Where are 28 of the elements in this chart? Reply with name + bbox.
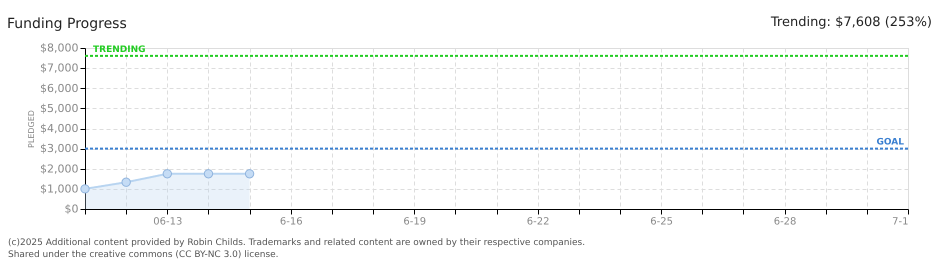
point [204, 169, 214, 178]
ref-line-label: TRENDING [93, 44, 146, 55]
ref-line-label: GOAL [876, 138, 904, 148]
y-tick-label: $6,000 [40, 82, 78, 95]
y-tick-label: $2,000 [40, 162, 78, 176]
point [162, 169, 172, 178]
y-tick-label: $5,000 [40, 102, 78, 115]
text: Shared under the creative commons (CC BY-NC 3.0) license. [8, 250, 279, 260]
y-axis-title: PLEDGED [27, 110, 36, 148]
x-tick-label: 7-1 [892, 216, 908, 228]
y-tick-label: $1,000 [40, 182, 78, 196]
y-tick-label: $3,000 [40, 142, 78, 156]
text: (c)2025 Additional content provided by Robin Childs. Trademarks and related content are owned by their respective companies. [8, 238, 586, 248]
x-tick-label: 6-28 [774, 216, 796, 228]
chart-subtitle: Trending: $7,608 (253%) [770, 15, 932, 30]
x-tick-label: 6-22 [526, 216, 550, 228]
point [80, 184, 90, 194]
x-tick-label: 6-19 [403, 216, 426, 228]
x-tick-label: 06-13 [153, 216, 182, 228]
point [244, 169, 254, 178]
x-tick-label: 6-25 [650, 216, 673, 228]
chart-title: Funding Progress [7, 16, 127, 32]
y-tick-label: $7,000 [40, 62, 78, 75]
y-tick-label: $0 [64, 202, 78, 216]
point [121, 178, 131, 187]
x-tick-label: 6-16 [280, 216, 303, 228]
y-tick-label: $4,000 [40, 122, 78, 135]
y-tick-label: $8,000 [40, 42, 78, 54]
